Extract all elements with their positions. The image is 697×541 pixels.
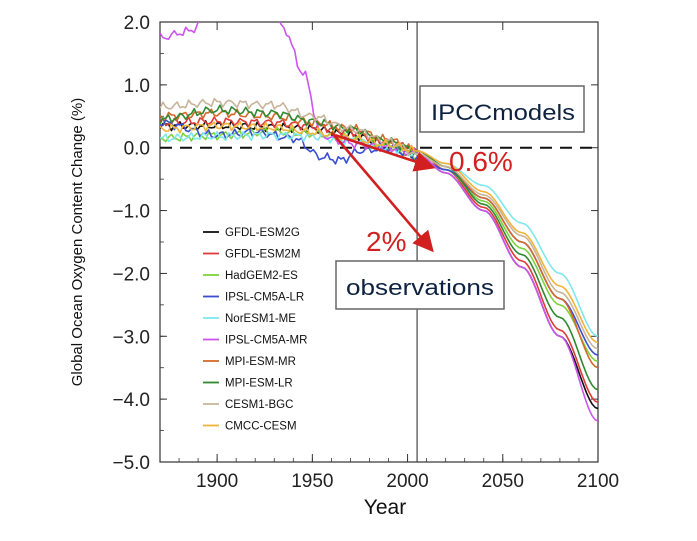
series-line-cesm1-bgc [160,97,598,350]
series-line-cmcc-cesm [160,121,598,344]
x-tick-label: 2000 [386,471,428,492]
ipcc-models-box [419,85,585,133]
legend-label: IPSL-CM5A-MR [225,335,307,347]
legend-label: GFDL-ESM2G [225,227,300,239]
ipcc-models-annotation: IPCCmodels [419,85,585,133]
x-tick-label: 2100 [577,471,619,492]
x-axis-title: Year [364,496,406,519]
x-tick-label: 2050 [482,471,524,492]
label-0-6-percent: 0.6% [449,146,513,177]
y-tick-label: −4.0 [112,390,150,411]
y-tick-label: −1.0 [112,202,150,223]
y-tick-label: −2.0 [112,264,150,285]
x-tick-label: 1900 [196,471,238,492]
y-axis-ticks: 2.0 1.0 0.0 −1.0 −2.0 −3.0 −4.0 −5.0 [112,13,598,474]
y-tick-label: 0.0 [124,139,150,160]
y-tick-label: 1.0 [124,76,150,97]
legend-label: NorESM1-ME [225,313,296,325]
y-axis-title: Global Ocean Oxygen Content Change (%) [69,98,86,387]
label-2-percent: 2% [366,226,406,257]
legend-label: MPI-ESM-MR [225,356,296,368]
ipcc-models-label: IPCCmodels [431,100,575,125]
legend-label: CMCC-CESM [225,421,297,433]
y-tick-label: −5.0 [112,453,150,474]
red-arrow [334,133,436,172]
legend-label: HadGEM2-ES [225,270,298,282]
series-line-mpi-esm-mr [160,108,598,369]
red-arrow [330,131,434,253]
y-tick-label: 2.0 [124,13,150,34]
legend: GFDL-ESM2G GFDL-ESM2M HadGEM2-ES IPSL-CM5A-… [203,227,307,433]
observations-box [335,260,505,310]
legend-label: MPI-ESM-LR [225,378,293,390]
red-arrows [330,131,436,253]
legend-label: GFDL-ESM2M [225,249,300,261]
series-line-ipsl-cm5a-mr [160,22,598,422]
x-axis-ticks: 1900 1950 2000 2050 2100 [178,22,619,492]
observations-annotation: observations [335,260,505,310]
observations-label: observations [346,275,494,300]
legend-label: CESM1-BGC [225,399,293,411]
y-tick-label: −3.0 [112,327,150,348]
legend-label: IPSL-CM5A-LR [225,292,304,304]
x-tick-label: 1950 [291,471,333,492]
series-lines [160,22,598,422]
